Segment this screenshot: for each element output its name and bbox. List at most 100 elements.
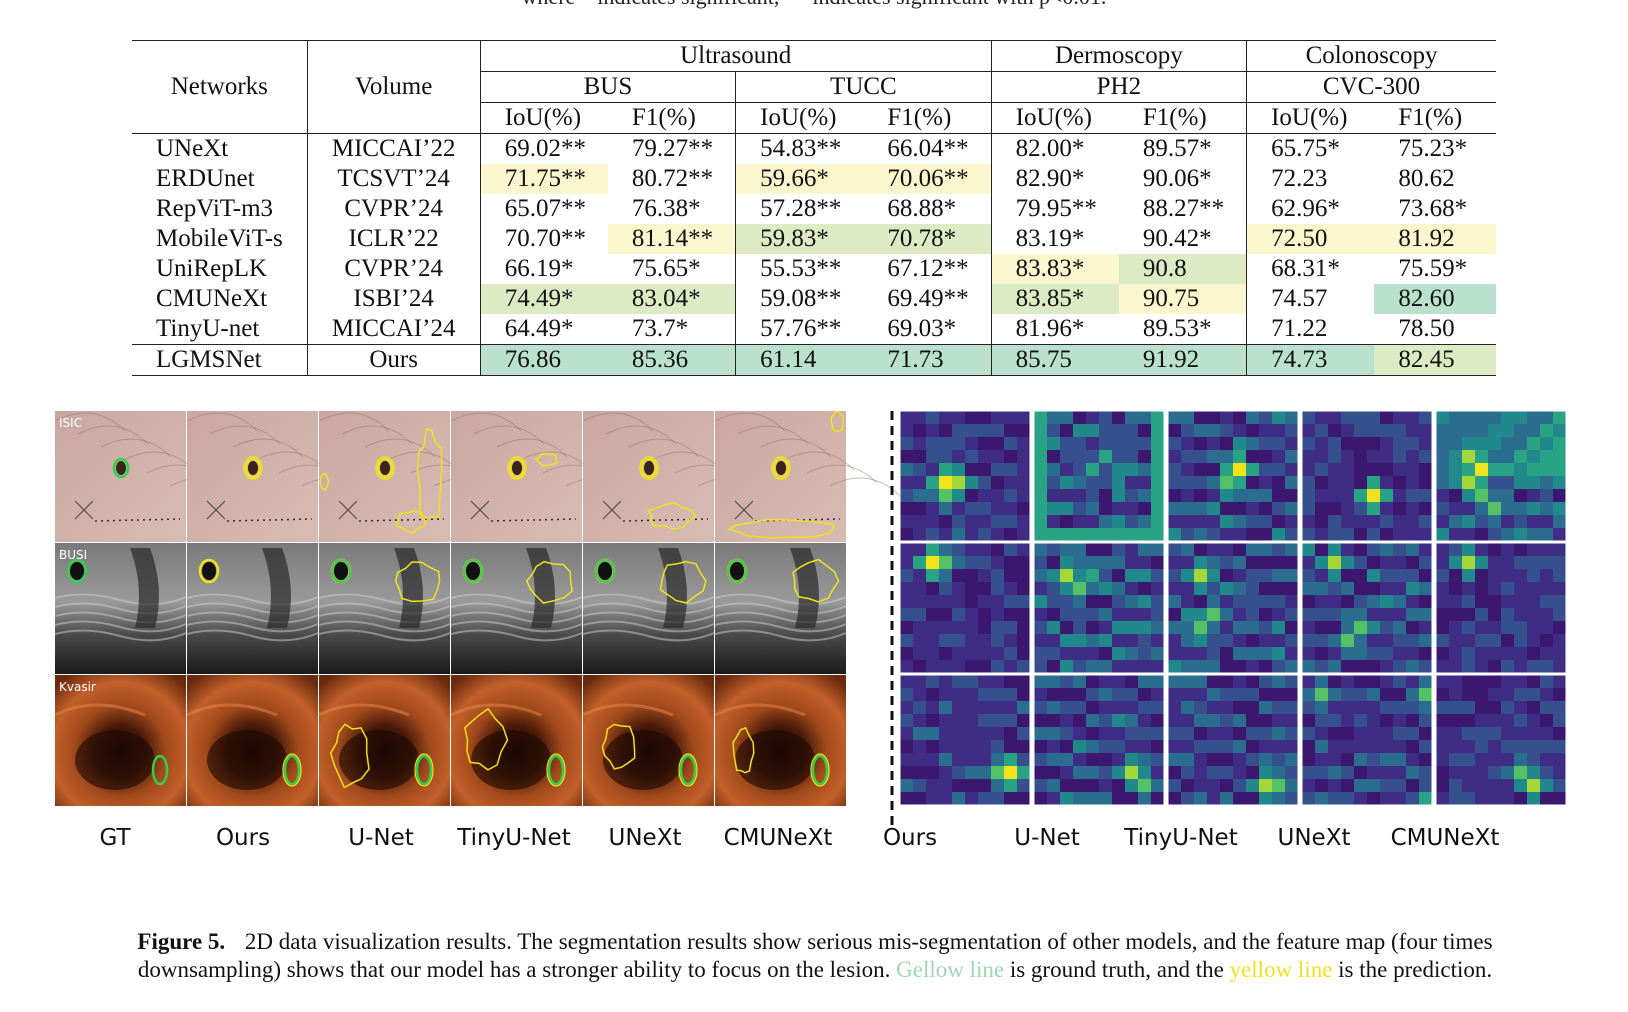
metric-value: 69.49**: [887, 285, 969, 312]
seg-tile-kvasir: [186, 675, 318, 806]
header-metric: IoU(%): [990, 102, 1119, 134]
metric-value: 82.90*: [990, 164, 1119, 194]
header-dataset-ph2: PH2: [990, 71, 1247, 103]
seg-tile-kvasir: [714, 675, 846, 806]
metric-value: 89.57*: [1142, 135, 1212, 162]
metric-value: 75.59*: [1398, 255, 1468, 282]
venue: MICCAI’24: [306, 314, 481, 345]
network-name: UniRepLK: [156, 255, 268, 282]
metric-value: 83.19*: [990, 224, 1119, 254]
metric-value: 83.83*: [990, 254, 1119, 284]
metric-value: 65.75*: [1246, 133, 1375, 164]
venue: CVPR’24: [306, 194, 481, 224]
metric-value: 85.36: [607, 344, 736, 376]
metric-value: 78.50: [1398, 315, 1455, 342]
metric-value: 89.53*: [1142, 315, 1212, 342]
seg-tile-kvasir: Kvasir: [55, 675, 186, 806]
metric-value: 59.66*: [735, 164, 864, 194]
metric-value: 66.04**: [887, 135, 969, 162]
metric-value: 82.00*: [990, 133, 1119, 164]
metric-value: 85.75: [990, 344, 1119, 376]
figure-caption: Figure 5. 2D data visualization results.…: [100, 928, 1530, 984]
header-metric: IoU(%): [479, 102, 608, 134]
seg-column-label: Ours: [215, 825, 271, 851]
metric-value: 82.60: [1374, 284, 1496, 314]
seg-tile-kvasir: [450, 675, 582, 806]
metric-value: 71.75**: [479, 164, 608, 194]
seg-column-label: CMUNeXt: [723, 825, 833, 851]
feature-column-label: Ours: [882, 825, 938, 851]
network-name: LGMSNet: [132, 344, 308, 376]
feature-map-tile: [1167, 674, 1299, 806]
feature-column-label: CMUNeXt: [1390, 825, 1500, 851]
seg-tile-kvasir: [318, 675, 450, 806]
seg-column-label: GT: [99, 825, 131, 851]
header-dataset-tucc: TUCC: [735, 71, 992, 103]
seg-tile-busi: [582, 543, 715, 674]
feature-column-label: TinyU-Net: [1124, 825, 1238, 851]
feature-map-tile: [1301, 674, 1433, 806]
metric-value: 76.38*: [631, 195, 701, 222]
header-metric: F1(%): [863, 102, 992, 134]
metric-value: 75.23*: [1398, 135, 1468, 162]
feature-map-tile: [899, 542, 1031, 674]
feature-map-tile: [1167, 542, 1299, 674]
seg-tile-kvasir: [582, 675, 714, 806]
metric-value: 80.62: [1398, 165, 1455, 192]
metric-value: 66.19*: [479, 254, 608, 284]
metric-value: 80.72**: [631, 165, 714, 192]
metric-value: 83.85*: [990, 284, 1119, 314]
seg-tile-isic: ISIC: [55, 411, 241, 542]
feature-map-tile: [1435, 411, 1567, 542]
metric-value: 57.28**: [735, 194, 864, 224]
network-name: TinyU-net: [156, 315, 260, 342]
header-metric: F1(%): [607, 102, 736, 134]
metric-value: 90.06*: [1142, 165, 1212, 192]
seg-tile-busi: [318, 543, 451, 674]
metric-value: 90.75: [1118, 284, 1247, 314]
metric-value: 59.83*: [735, 224, 864, 254]
metric-value: 64.49*: [479, 314, 608, 345]
metric-value: 65.07**: [479, 194, 608, 224]
venue: CVPR’24: [306, 254, 481, 284]
caption-text: is the prediction.: [1338, 957, 1493, 982]
seg-tile-busi: BUSI: [55, 543, 187, 674]
header-modality-dermoscopy: Dermoscopy: [990, 40, 1247, 72]
header-metric: IoU(%): [735, 102, 864, 134]
venue: ICLR’22: [306, 224, 481, 254]
venue: MICCAI’22: [306, 133, 481, 164]
row-label: ISIC: [59, 416, 82, 430]
table-row: UniRepLK CVPR’24 66.19* 75.65* 55.53** 67.12*…: [132, 254, 1496, 284]
segmentation-and-feature-map-grid: ISIC BUSI Kvasir: [55, 411, 1567, 829]
feature-map-tile: [1033, 674, 1165, 806]
feature-map-tile: [1301, 542, 1433, 674]
seg-tile-isic: [714, 411, 901, 542]
network-name: RepViT-m3: [156, 195, 274, 222]
feature-map-tile: [1033, 542, 1165, 674]
header-modality-colonoscopy: Colonoscopy: [1246, 40, 1496, 72]
row-label: BUSI: [59, 548, 87, 562]
seg-column-label: TinyU-Net: [457, 825, 571, 851]
metric-value: 73.68*: [1398, 195, 1468, 222]
feature-map-tile: [899, 674, 1031, 806]
header-volume: Volume: [306, 40, 481, 134]
metric-value: 75.65*: [631, 255, 701, 282]
metric-value: 79.27**: [631, 135, 714, 162]
caption-gt-line: Gellow line: [896, 957, 1005, 982]
seg-column-label: U-Net: [348, 825, 414, 851]
metric-value: 81.96*: [990, 314, 1119, 345]
figure-label: Figure 5.: [137, 929, 226, 954]
caption-text: 2D data visualization results. The segme…: [137, 929, 1493, 982]
metric-value: 90.42*: [1142, 225, 1212, 252]
metric-value: 72.50: [1246, 224, 1375, 254]
seg-tile-busi: [186, 543, 319, 674]
seg-tile-isic: [186, 411, 373, 542]
header-metric: IoU(%): [1246, 102, 1375, 134]
metric-value: 59.08**: [735, 284, 864, 314]
table-row: MobileViT-s ICLR’22 70.70** 81.14** 59.83* 70…: [132, 224, 1496, 254]
feature-map-tile: [1435, 542, 1567, 674]
metric-value: 82.45: [1374, 344, 1496, 376]
network-name: UNeXt: [156, 135, 229, 162]
metric-value: 68.88*: [887, 195, 957, 222]
metric-value: 81.14**: [607, 224, 736, 254]
